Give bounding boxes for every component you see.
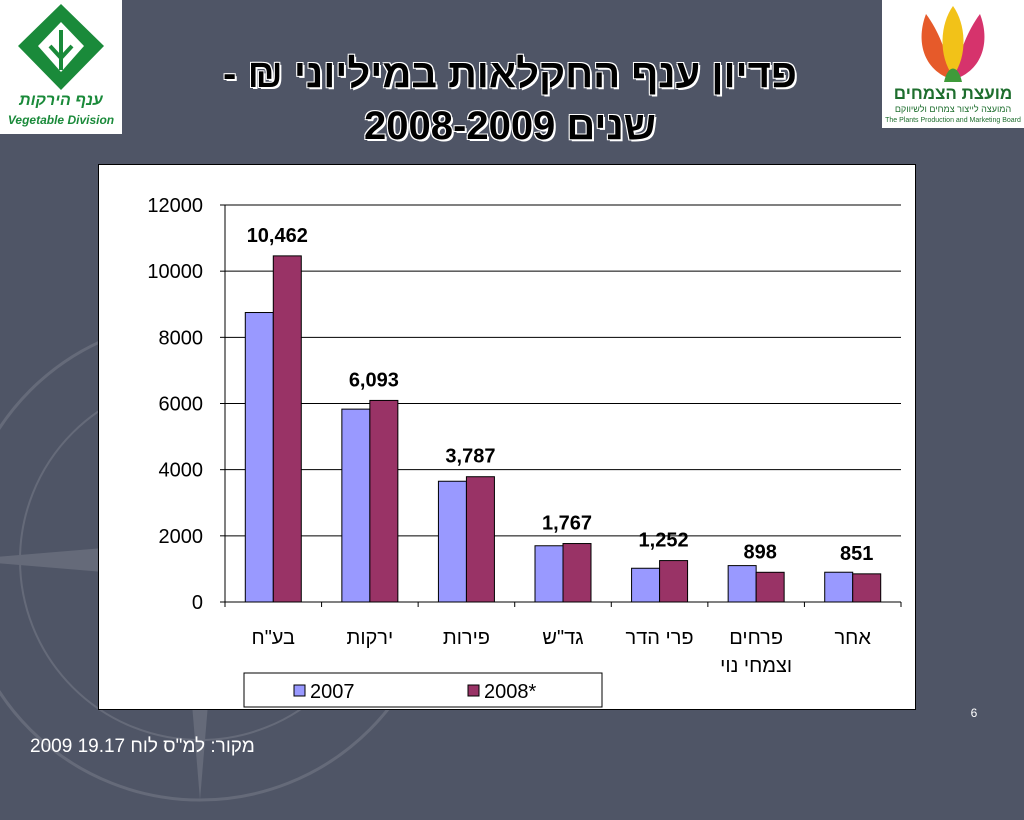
logo-right-hebrew: מועצת הצמחים xyxy=(893,84,1013,103)
y-tick-label: 6000 xyxy=(159,394,204,416)
title-line-2: שנים 2008-2009 xyxy=(364,104,656,148)
x-category-label: פרי הדר xyxy=(626,627,694,649)
logo-left-hebrew: ענף הירקות xyxy=(19,92,103,109)
data-label: 1,767 xyxy=(542,513,592,535)
bar-2008 xyxy=(852,573,882,603)
bar-2008 xyxy=(562,543,592,603)
x-category-label: ירקות xyxy=(347,627,394,649)
y-tick-label: 2000 xyxy=(159,526,204,548)
bar-2007 xyxy=(824,571,854,603)
bar-2008 xyxy=(755,571,785,603)
bar-2008 xyxy=(465,476,495,603)
y-tick-label: 0 xyxy=(192,592,203,614)
x-category-label: פרחים xyxy=(729,627,783,649)
bar-2007 xyxy=(727,565,757,603)
x-category-label: אחר xyxy=(835,627,872,649)
legend-label: 2008* xyxy=(484,681,536,703)
tulip-flower-icon xyxy=(921,6,985,82)
data-label: 6,093 xyxy=(349,369,399,391)
data-label: 1,252 xyxy=(639,530,689,552)
logo-right-subtitle: המועצה לייצור צמחים ולשיווקם xyxy=(894,104,1012,114)
x-category-label: בע"ח xyxy=(252,627,296,649)
bar-chart: 0 2000 4000 6000 8000 10000 12000 10,462 בע"ח 6,0… xyxy=(147,195,902,708)
bar-2007 xyxy=(534,545,564,603)
x-category-label: פירות xyxy=(443,627,490,649)
chart-container: 0 2000 4000 6000 8000 10000 12000 10,462 בע"ח 6,0… xyxy=(98,164,916,710)
y-tick-label: 12000 xyxy=(147,195,203,217)
data-label: 10,462 xyxy=(247,225,308,247)
slide-title: פדיון ענף החקלאות במיליוני ₪ - שנים 2008… xyxy=(150,48,870,152)
x-category-label: גד"ש xyxy=(542,627,583,649)
y-tick-label: 10000 xyxy=(147,261,203,283)
logo-left-english: Vegetable Division xyxy=(7,113,115,127)
legend-swatch-2007 xyxy=(293,684,306,697)
bar-2008 xyxy=(369,399,399,603)
y-tick-label: 8000 xyxy=(159,327,204,349)
bar-2008 xyxy=(272,255,302,603)
plants-board-logo: מועצת הצמחים המועצה לייצור צמחים ולשיווק… xyxy=(882,0,1024,128)
legend-label: 2007 xyxy=(310,681,355,703)
legend-swatch-2008 xyxy=(467,684,480,697)
x-category-label: וצמחי נוי xyxy=(720,655,792,677)
bar-2007 xyxy=(244,312,274,603)
bar-2007 xyxy=(631,567,661,603)
page-number: 6 xyxy=(970,706,978,720)
bar-2007 xyxy=(437,480,467,603)
data-label: 898 xyxy=(743,541,776,563)
data-label: 851 xyxy=(840,543,873,565)
diamond-leaf-icon xyxy=(18,4,104,90)
title-line-1: פדיון ענף החקלאות במיליוני ₪ - xyxy=(223,52,797,96)
data-label: 3,787 xyxy=(445,446,495,468)
y-tick-label: 4000 xyxy=(159,460,204,482)
bar-2007 xyxy=(341,408,371,603)
logo-right-english: The Plants Production and Marketing Boar… xyxy=(885,117,1021,124)
bar-2008 xyxy=(659,560,689,603)
source-note: מקור: למ"ס לוח 19.17 2009 xyxy=(30,736,255,757)
vegetable-division-logo: ענף הירקות Vegetable Division xyxy=(0,0,122,134)
